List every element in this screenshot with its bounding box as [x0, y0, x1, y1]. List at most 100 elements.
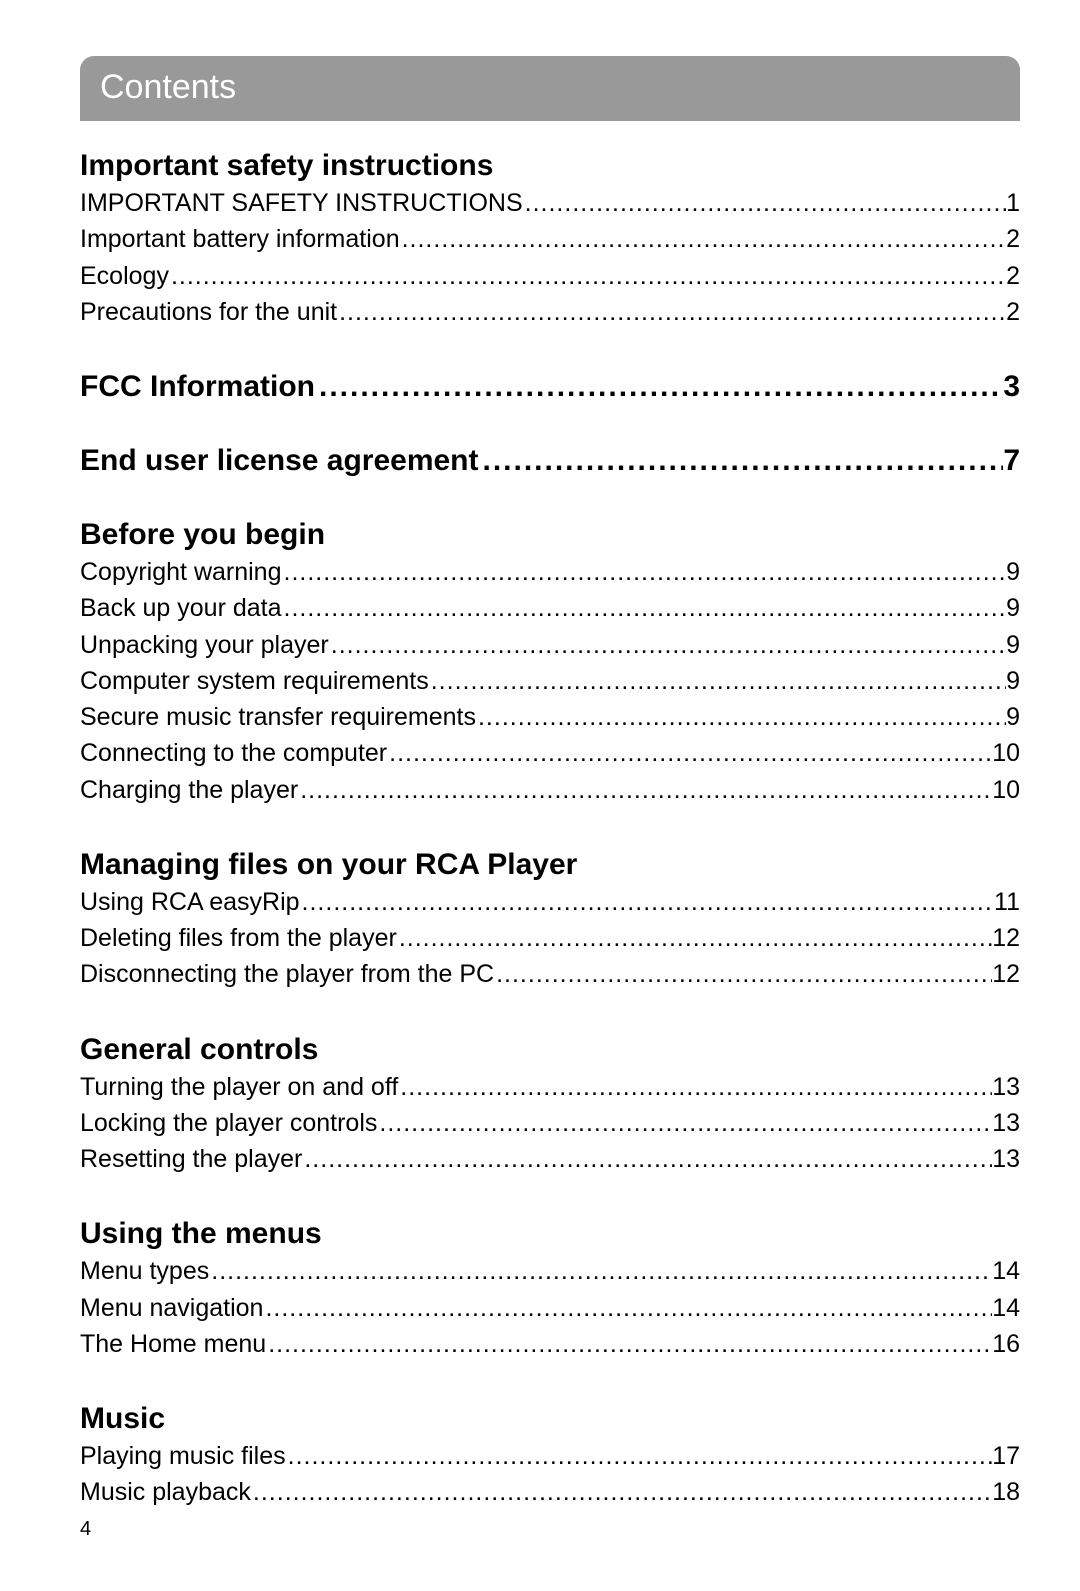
toc-entry-label: Resetting the player — [80, 1141, 302, 1177]
toc-entry[interactable]: Precautions for the unit................… — [80, 294, 1020, 330]
toc-entry-label: Ecology — [80, 258, 169, 294]
toc-section-heading[interactable]: FCC Information.........................… — [80, 370, 1020, 404]
toc-entry-page: 13 — [992, 1105, 1020, 1141]
toc-entry-label: Turning the player on and off — [80, 1069, 398, 1105]
toc-entry-page: 9 — [1006, 699, 1020, 735]
toc-entry[interactable]: Ecology.................................… — [80, 258, 1020, 294]
toc-entry-page: 12 — [992, 956, 1020, 992]
toc-entry-label: Playing music files — [80, 1438, 286, 1474]
dot-leader: ........................................… — [479, 444, 1004, 478]
toc-entry-page: 9 — [1006, 590, 1020, 626]
toc-entry[interactable]: Copyright warning.......................… — [80, 554, 1020, 590]
toc-entry[interactable]: Locking the player controls.............… — [80, 1105, 1020, 1141]
toc-section-heading: Important safety instructions — [80, 149, 1020, 183]
toc-entry-label: Connecting to the computer — [80, 735, 387, 771]
toc-entry-label: The Home menu — [80, 1326, 266, 1362]
dot-leader: ........................................… — [329, 627, 1006, 663]
toc-section-heading: Using the menus — [80, 1217, 1020, 1251]
toc-entry[interactable]: Connecting to the computer..............… — [80, 735, 1020, 771]
toc-entry-page: 18 — [992, 1474, 1020, 1510]
toc-container: Important safety instructionsIMPORTANT S… — [80, 149, 1020, 1511]
toc-entry-label: Back up your data — [80, 590, 282, 626]
dot-leader: ........................................… — [397, 920, 992, 956]
toc-entry-page: 10 — [992, 735, 1020, 771]
toc-entry-page: 9 — [1006, 627, 1020, 663]
dot-leader: ........................................… — [263, 1290, 992, 1326]
toc-entry[interactable]: Secure music transfer requirements......… — [80, 699, 1020, 735]
dot-leader: ........................................… — [387, 735, 992, 771]
contents-header-bar: Contents — [80, 56, 1020, 121]
dot-leader: ........................................… — [337, 294, 1006, 330]
dot-leader: ........................................… — [315, 370, 1003, 404]
toc-entry-page: 10 — [992, 772, 1020, 808]
toc-section-heading: General controls — [80, 1033, 1020, 1067]
toc-entry[interactable]: Deleting files from the player..........… — [80, 920, 1020, 956]
toc-heading-label: FCC Information — [80, 370, 315, 404]
dot-leader: ........................................… — [300, 884, 995, 920]
dot-leader: ........................................… — [209, 1253, 992, 1289]
toc-entry-label: Deleting files from the player — [80, 920, 397, 956]
toc-entry-page: 11 — [994, 884, 1020, 920]
toc-entry[interactable]: Unpacking your player...................… — [80, 627, 1020, 663]
toc-entry[interactable]: Music playback..........................… — [80, 1474, 1020, 1510]
toc-heading-page: 7 — [1003, 444, 1020, 478]
dot-leader: ........................................… — [377, 1105, 992, 1141]
dot-leader: ........................................… — [400, 221, 1007, 257]
toc-entry[interactable]: Playing music files.....................… — [80, 1438, 1020, 1474]
toc-entry[interactable]: Disconnecting the player from the PC....… — [80, 956, 1020, 992]
toc-section: Using the menusMenu types...............… — [80, 1217, 1020, 1362]
dot-leader: ........................................… — [494, 956, 992, 992]
toc-entry-label: IMPORTANT SAFETY INSTRUCTIONS — [80, 185, 523, 221]
toc-section-heading: Managing files on your RCA Player — [80, 848, 1020, 882]
toc-entry[interactable]: Turning the player on and off...........… — [80, 1069, 1020, 1105]
toc-entry-page: 13 — [992, 1069, 1020, 1105]
toc-entry-label: Disconnecting the player from the PC — [80, 956, 494, 992]
dot-leader: ........................................… — [523, 185, 1006, 221]
toc-section-heading[interactable]: End user license agreement..............… — [80, 444, 1020, 478]
toc-entry[interactable]: Menu navigation.........................… — [80, 1290, 1020, 1326]
dot-leader: ........................................… — [286, 1438, 993, 1474]
toc-entry-label: Locking the player controls — [80, 1105, 377, 1141]
toc-entry-label: Precautions for the unit — [80, 294, 337, 330]
toc-entry-label: Using RCA easyRip — [80, 884, 300, 920]
toc-section: FCC Information.........................… — [80, 370, 1020, 404]
toc-section: Important safety instructionsIMPORTANT S… — [80, 149, 1020, 330]
toc-entry[interactable]: The Home menu...........................… — [80, 1326, 1020, 1362]
toc-entry[interactable]: Resetting the player....................… — [80, 1141, 1020, 1177]
toc-entry-page: 1 — [1006, 185, 1020, 221]
dot-leader: ........................................… — [169, 258, 1006, 294]
page-number: 4 — [80, 1518, 91, 1541]
toc-entry[interactable]: Important battery information...........… — [80, 221, 1020, 257]
toc-entry-label: Secure music transfer requirements — [80, 699, 476, 735]
dot-leader: ........................................… — [282, 590, 1007, 626]
toc-entry[interactable]: Back up your data.......................… — [80, 590, 1020, 626]
toc-entry[interactable]: Using RCA easyRip.......................… — [80, 884, 1020, 920]
toc-entry-page: 2 — [1006, 221, 1020, 257]
toc-entry-page: 9 — [1006, 554, 1020, 590]
toc-entry-page: 17 — [992, 1438, 1020, 1474]
dot-leader: ........................................… — [298, 772, 992, 808]
dot-leader: ........................................… — [476, 699, 1006, 735]
toc-entry-page: 12 — [992, 920, 1020, 956]
toc-heading-page: 3 — [1003, 370, 1020, 404]
toc-entry-page: 13 — [992, 1141, 1020, 1177]
toc-section-heading: Before you begin — [80, 518, 1020, 552]
page: Contents Important safety instructionsIM… — [0, 0, 1080, 1591]
toc-section-heading: Music — [80, 1402, 1020, 1436]
toc-entry[interactable]: Computer system requirements............… — [80, 663, 1020, 699]
toc-entry[interactable]: Menu types..............................… — [80, 1253, 1020, 1289]
dot-leader: ........................................… — [251, 1474, 992, 1510]
toc-section: General controlsTurning the player on an… — [80, 1033, 1020, 1178]
toc-section: MusicPlaying music files................… — [80, 1402, 1020, 1511]
toc-entry[interactable]: IMPORTANT SAFETY INSTRUCTIONS...........… — [80, 185, 1020, 221]
dot-leader: ........................................… — [398, 1069, 992, 1105]
toc-entry[interactable]: Charging the player.....................… — [80, 772, 1020, 808]
toc-entry-label: Copyright warning — [80, 554, 282, 590]
toc-entry-page: 2 — [1006, 294, 1020, 330]
dot-leader: ........................................… — [429, 663, 1006, 699]
dot-leader: ........................................… — [302, 1141, 992, 1177]
toc-entry-page: 16 — [992, 1326, 1020, 1362]
toc-section: End user license agreement..............… — [80, 444, 1020, 478]
toc-entry-label: Important battery information — [80, 221, 400, 257]
toc-entry-page: 9 — [1006, 663, 1020, 699]
